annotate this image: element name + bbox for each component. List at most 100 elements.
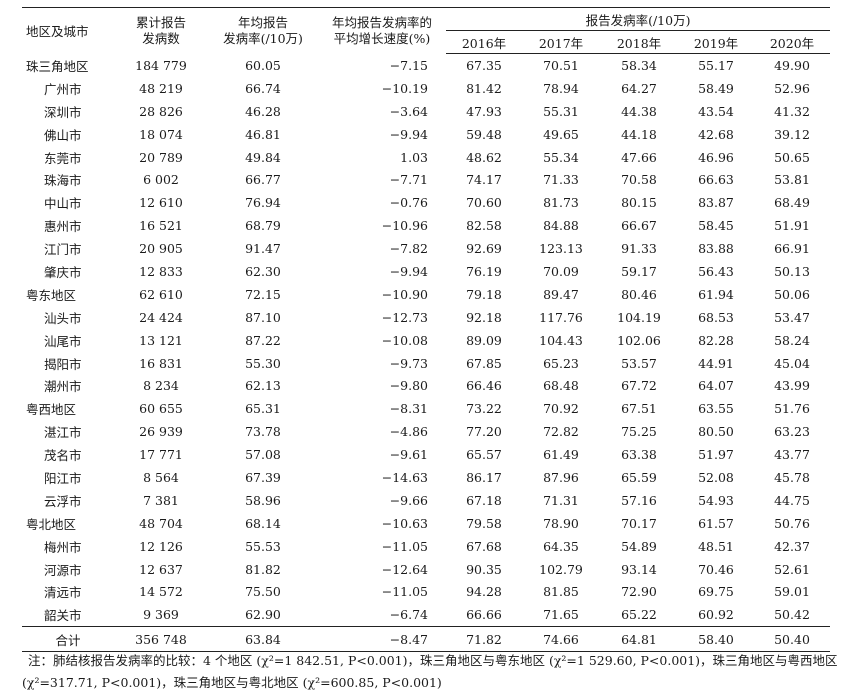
row-year-value: 59.17 bbox=[621, 263, 657, 279]
table-row: 深圳市 28 826 46.28 −3.64 47.93 55.31 44.38 43.54 4… bbox=[22, 100, 830, 123]
row-year-value: 80.50 bbox=[698, 424, 734, 440]
row-year-value: 72.82 bbox=[543, 424, 579, 440]
row-name: 韶关市 bbox=[44, 608, 82, 624]
row-year-value: 67.72 bbox=[621, 378, 657, 394]
row-year-value: 50.65 bbox=[774, 149, 810, 165]
row-cases: 48 219 bbox=[139, 80, 183, 96]
row-cases: 8 564 bbox=[143, 469, 179, 485]
header-cumulative-cases: 累计报告 发病数 bbox=[114, 7, 208, 54]
table-row: 潮州市 8 234 62.13 −9.80 66.46 68.48 67.72 64.07 43… bbox=[22, 374, 830, 397]
row-year-value: 69.75 bbox=[698, 584, 734, 600]
row-year-value: 83.88 bbox=[698, 241, 734, 257]
row-year-value: 54.89 bbox=[621, 538, 657, 554]
row-year-value: 63.38 bbox=[621, 447, 657, 463]
row-rate: 73.78 bbox=[245, 424, 281, 440]
table-row: 河源市 12 637 81.82 −12.64 90.35 102.79 93.14 70.4… bbox=[22, 558, 830, 581]
row-year-value: 51.97 bbox=[698, 447, 734, 463]
table-row: 揭阳市 16 831 55.30 −9.73 67.85 65.23 53.57 44.91 4… bbox=[22, 352, 830, 375]
row-growth: −12.64 bbox=[381, 561, 428, 577]
row-growth: −10.63 bbox=[381, 515, 428, 531]
row-name: 湛江市 bbox=[44, 425, 82, 441]
row-name: 佛山市 bbox=[44, 127, 82, 143]
row-year-value: 60.92 bbox=[698, 607, 734, 623]
row-year-value: 82.28 bbox=[698, 332, 734, 348]
header-cumulative-line1: 累计报告 bbox=[135, 14, 186, 30]
row-year-value: 51.91 bbox=[774, 218, 810, 234]
table-row: 肇庆市 12 833 62.30 −9.94 76.19 70.09 59.17 56.43 5… bbox=[22, 260, 830, 283]
row-cases: 60 655 bbox=[139, 401, 183, 417]
row-cases: 28 826 bbox=[139, 103, 183, 119]
row-year-value: 91.33 bbox=[621, 241, 657, 257]
row-year-value: 67.51 bbox=[621, 401, 657, 417]
table-row: 东莞市 20 789 49.84 1.03 48.62 55.34 47.66 46.96 50… bbox=[22, 146, 830, 169]
row-cases: 20 905 bbox=[139, 241, 183, 257]
row-year-value: 70.58 bbox=[621, 172, 657, 188]
header-annual-rate-line1: 年均报告 bbox=[237, 14, 288, 30]
table-row: 广州市 48 219 66.74 −10.19 81.42 78.94 64.27 58.49… bbox=[22, 77, 830, 100]
row-year-value: 45.04 bbox=[774, 355, 810, 371]
row-year-value: 53.81 bbox=[774, 172, 810, 188]
table-header: 地区及城市 累计报告 发病数 年均报告 发病率(/10万) 年均报告发病率的 平… bbox=[22, 7, 831, 54]
total-year-value: 74.66 bbox=[522, 626, 600, 653]
row-growth: −4.86 bbox=[389, 424, 428, 440]
row-rate: 57.08 bbox=[245, 447, 281, 463]
note-line-1: 注：肺结核报告发病率的比较：4 个地区 (χ²=1 842.51, P<0.00… bbox=[28, 653, 838, 668]
row-growth: 1.03 bbox=[400, 149, 428, 165]
incidence-table: 地区及城市 累计报告 发病数 年均报告 发病率(/10万) 年均报告发病率的 平… bbox=[22, 7, 831, 653]
row-year-value: 52.96 bbox=[774, 80, 810, 96]
row-year-value: 48.51 bbox=[698, 538, 734, 554]
row-year-value: 57.16 bbox=[621, 492, 657, 508]
row-rate: 62.13 bbox=[245, 378, 281, 394]
row-year-value: 66.63 bbox=[698, 172, 734, 188]
row-year-value: 72.90 bbox=[621, 584, 657, 600]
row-rate: 66.74 bbox=[245, 80, 281, 96]
total-year-value: 64.81 bbox=[600, 626, 678, 653]
row-year-value: 83.87 bbox=[698, 195, 734, 211]
row-year-value: 82.58 bbox=[466, 218, 502, 234]
row-year-value: 84.88 bbox=[543, 218, 579, 234]
row-year-value: 92.18 bbox=[466, 309, 502, 325]
row-cases: 12 833 bbox=[139, 263, 183, 279]
table-row: 汕头市 24 424 87.10 −12.73 92.18 117.76 104.19 68.… bbox=[22, 306, 830, 329]
row-year-value: 66.46 bbox=[466, 378, 502, 394]
row-year-value: 58.34 bbox=[621, 57, 657, 73]
row-year-value: 61.57 bbox=[698, 515, 734, 531]
row-year-value: 70.17 bbox=[621, 515, 657, 531]
row-rate: 87.22 bbox=[245, 332, 281, 348]
row-year-value: 43.99 bbox=[774, 378, 810, 394]
row-name: 广州市 bbox=[44, 81, 82, 97]
row-year-value: 53.57 bbox=[621, 355, 657, 371]
header-growth-rate: 年均报告发病率的 平均增长速度(%) bbox=[318, 7, 446, 54]
row-year-value: 86.17 bbox=[466, 469, 502, 485]
row-rate: 55.30 bbox=[245, 355, 281, 371]
row-rate: 68.79 bbox=[245, 218, 281, 234]
row-year-value: 58.24 bbox=[774, 332, 810, 348]
row-year-value: 123.13 bbox=[539, 241, 583, 257]
row-name: 粤东地区 bbox=[26, 287, 77, 303]
row-name: 粤北地区 bbox=[26, 516, 77, 532]
row-name: 中山市 bbox=[44, 196, 82, 212]
total-cases: 356 748 bbox=[114, 626, 208, 653]
row-year-value: 78.94 bbox=[543, 80, 579, 96]
row-year-value: 52.61 bbox=[774, 561, 810, 577]
row-name: 珠三角地区 bbox=[26, 58, 89, 74]
row-year-value: 42.37 bbox=[774, 538, 810, 554]
row-growth: −8.31 bbox=[389, 401, 428, 417]
row-cases: 26 939 bbox=[139, 424, 183, 440]
row-year-value: 67.35 bbox=[466, 57, 502, 73]
row-name: 清远市 bbox=[44, 585, 82, 601]
row-name: 揭阳市 bbox=[44, 356, 82, 372]
row-cases: 62 610 bbox=[139, 286, 183, 302]
total-growth: −8.47 bbox=[318, 626, 446, 653]
row-name: 汕尾市 bbox=[44, 333, 82, 349]
row-rate: 46.28 bbox=[245, 103, 281, 119]
table-row: 韶关市 9 369 62.90 −6.74 66.66 71.65 65.22 60.92 50… bbox=[22, 603, 830, 626]
row-cases: 12 637 bbox=[139, 561, 183, 577]
row-name: 珠海市 bbox=[44, 173, 82, 189]
header-cumulative-line2: 发病数 bbox=[142, 30, 180, 46]
row-cases: 12 126 bbox=[139, 538, 183, 554]
row-year-value: 56.43 bbox=[698, 263, 734, 279]
row-year-value: 47.93 bbox=[466, 103, 502, 119]
row-year-value: 117.76 bbox=[539, 309, 583, 325]
row-growth: −9.61 bbox=[389, 447, 428, 463]
